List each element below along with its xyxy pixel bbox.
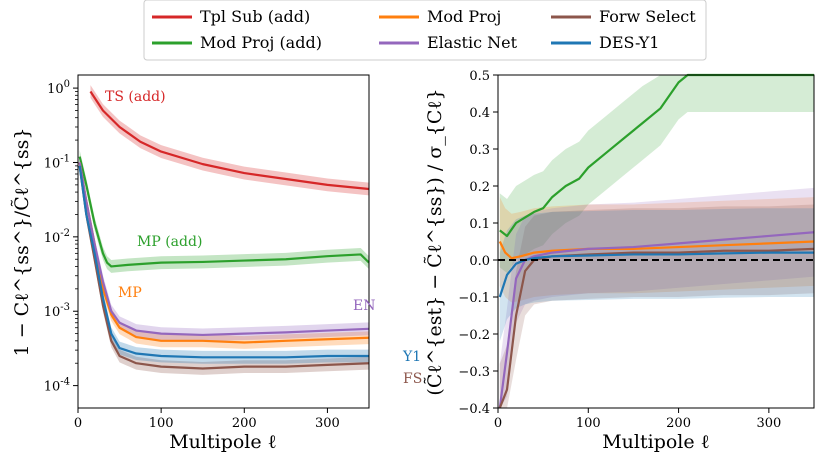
right-y-tick-label: 0.0: [469, 254, 490, 269]
right-line-elastic-net: [498, 231, 815, 409]
right-y-tick-label: 0.1: [469, 217, 490, 232]
label-y1: Y1: [402, 349, 421, 365]
right-x-tick-label: 200: [666, 416, 691, 431]
left-y-tick-label: 10-2: [44, 228, 70, 246]
band-tpl-sub-add: [90, 85, 369, 196]
legend: Tpl Sub (add) Mod Proj (add) Mod Proj El…: [143, 0, 707, 61]
left-x-tick-label: 100: [149, 416, 174, 431]
label-fs: FS: [403, 371, 422, 387]
right-band-mod-proj: [499, 197, 814, 303]
right-x-tick-label: 100: [576, 416, 601, 431]
right-y-tick-label: 0.4: [469, 106, 490, 121]
left-x-axis-label: Multipole ℓ: [169, 431, 277, 453]
legend-label-elastic-net: Elastic Net: [427, 33, 518, 52]
left-bands: [79, 85, 370, 375]
right-axes-frame: [497, 74, 815, 409]
label-mp-add: MP (add): [137, 234, 202, 250]
left-panel: 0 100 200 300 100 10-1 10-2 10-3 10-4 TS (add) M…: [11, 74, 422, 453]
left-y-axis-label: 1 − Cℓ^{ss^}/C̃ℓ^{ss}: [11, 128, 33, 357]
right-y-tick-label: 0.5: [469, 69, 490, 84]
band-mod-proj-add: [79, 150, 370, 273]
left-x-tick-label: 200: [232, 416, 257, 431]
legend-label-des-y1: DES-Y1: [599, 33, 659, 52]
line-des-y1: [78, 165, 369, 359]
legend-label-forw-select: Forw Select: [599, 7, 696, 26]
legend-label-mod-proj-add: Mod Proj (add): [200, 33, 322, 52]
legend-label-tpl-sub-add: Tpl Sub (add): [200, 7, 310, 26]
right-y-tick-label: 0.3: [469, 143, 490, 158]
right-y-tick-label: −0.3: [458, 365, 490, 380]
label-ts-add: TS (add): [105, 89, 166, 105]
line-tpl-sub-add: [89, 90, 370, 191]
right-x-axis-label: Multipole ℓ: [602, 431, 710, 453]
right-y-tick-label: −0.4: [458, 402, 490, 417]
left-y-tick-label: 10-3: [44, 302, 70, 320]
left-axes-frame: [77, 74, 370, 409]
label-en: EN: [353, 298, 375, 314]
left-lines: [78, 90, 370, 370]
right-line-des-y1: [498, 251, 814, 298]
label-mp: MP: [118, 285, 142, 301]
legend-box: [143, 0, 707, 61]
right-panel: 0 100 200 300 −0.4 −0.3 −0.2 −0.1 0.0 0.1 0.2 0.3 0.…: [424, 69, 815, 453]
left-y-tick-label: 10-4: [44, 377, 70, 395]
left-y-tick-label: 10-1: [44, 153, 70, 171]
right-y-tick-label: −0.1: [458, 291, 490, 306]
line-mod-proj-add: [78, 156, 370, 268]
right-ticks: 0 100 200 300 −0.4 −0.3 −0.2 −0.1 0.0 0.1 0.2 0.3 0.…: [458, 69, 781, 431]
right-band-des-y1: [499, 208, 814, 342]
right-x-tick-label: 0: [494, 416, 502, 431]
right-y-tick-label: −0.2: [458, 328, 490, 343]
right-bands: [499, 75, 814, 408]
left-series-labels: TS (add) MP (add) MP EN Y1 FS: [105, 89, 422, 387]
left-x-tick-label: 300: [315, 416, 340, 431]
right-y-axis-label: (C̃ℓ^{est} − C̃ℓ^{ss}) / σ_{Cℓ}: [424, 88, 446, 395]
legend-label-mod-proj: Mod Proj: [427, 7, 501, 26]
left-ticks: 0 100 200 300 100 10-1 10-2 10-3 10-4: [44, 79, 340, 431]
left-y-tick-label: 100: [47, 79, 70, 97]
right-band-mod-proj-add: [499, 75, 814, 273]
line-elastic-net: [78, 162, 370, 337]
right-x-tick-label: 300: [756, 416, 781, 431]
right-band-elastic-net: [499, 187, 814, 408]
left-x-tick-label: 0: [74, 416, 82, 431]
right-y-tick-label: 0.2: [469, 180, 490, 195]
